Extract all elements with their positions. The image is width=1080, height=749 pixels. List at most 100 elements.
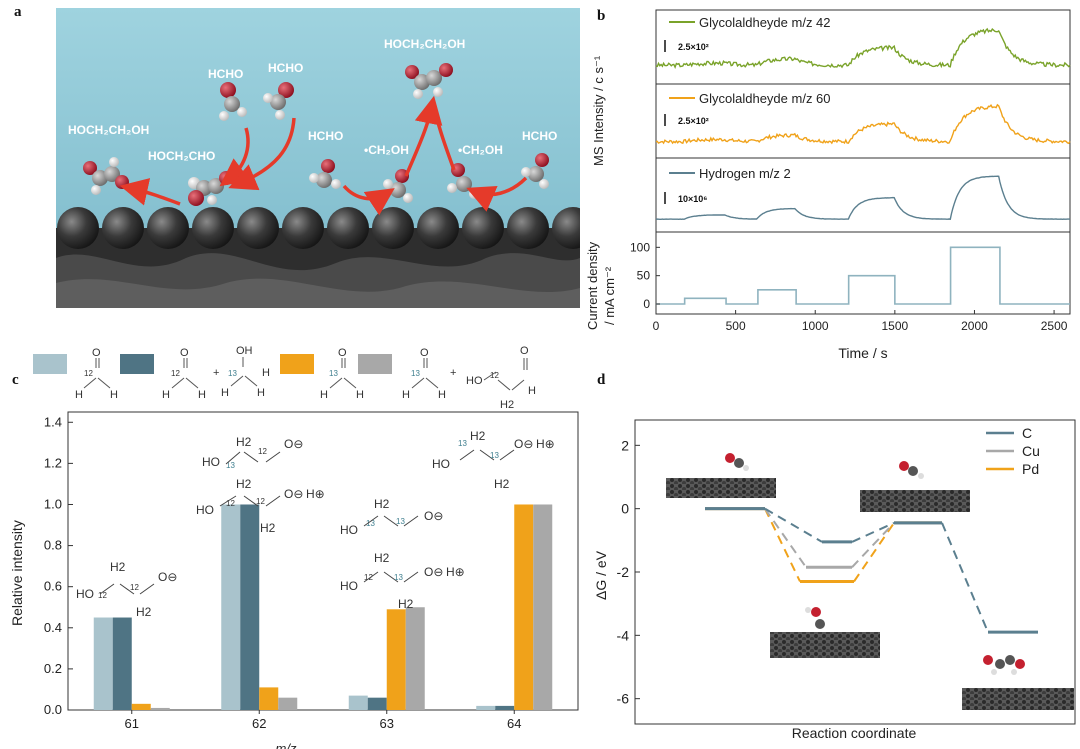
svg-text:HO: HO	[202, 455, 220, 469]
svg-text:12: 12	[84, 369, 93, 378]
relative-intensity-ylabel: Relative intensity	[9, 520, 25, 626]
svg-text:H⊕: H⊕	[536, 437, 555, 451]
panel-letter-b: b	[597, 8, 606, 24]
fragment-structure-62-top: H2 13 HO 12 O⊖	[202, 435, 303, 470]
svg-text:H2: H2	[110, 560, 126, 574]
bar-63-series-3	[405, 607, 425, 710]
energy-ytick-label: 2	[621, 437, 629, 453]
svg-text:H2: H2	[500, 399, 514, 411]
bar-63-series-1	[367, 697, 387, 710]
bar-61-series-0	[93, 617, 113, 710]
svg-text:H: H	[110, 389, 118, 401]
bar-64-series-3	[533, 504, 553, 710]
svg-text:HO: HO	[76, 587, 94, 601]
reaction-coordinate-xlabel: Reaction coordinate	[792, 725, 917, 741]
svg-text:13: 13	[411, 369, 420, 378]
svg-text:12: 12	[364, 573, 373, 582]
fragment-structure-61: H2 12 HO 12 O⊖ H2	[76, 560, 177, 619]
svg-text:O⊖: O⊖	[514, 437, 533, 451]
svg-text:12: 12	[256, 497, 265, 506]
svg-text:O⊖: O⊖	[284, 487, 303, 501]
fragment-structure-64: H2 13 HO 13 O⊖ H⊕ H2	[432, 429, 555, 491]
svg-text:OH: OH	[236, 345, 253, 357]
label-hcho-2: HCHO	[268, 61, 303, 75]
svg-text:13: 13	[329, 369, 338, 378]
bar-62-series-0	[221, 504, 241, 710]
delta-g-ylabel: ΔG / eV	[593, 550, 609, 600]
mz-xtick-label: 61	[125, 716, 139, 731]
svg-text:O: O	[520, 345, 529, 357]
connector-c-2	[941, 522, 989, 633]
legend-m60: Glycolaldheyde m/z 60	[699, 91, 831, 106]
svg-text:O⊖: O⊖	[158, 570, 177, 584]
svg-text:HO: HO	[432, 457, 450, 471]
molecule-hcho-1	[219, 82, 247, 121]
label-hcho-1: HCHO	[208, 67, 243, 81]
svg-text:O: O	[420, 347, 429, 359]
bar-chart-frame	[67, 411, 579, 711]
svg-text:H2: H2	[470, 429, 486, 443]
svg-text:12: 12	[258, 447, 267, 456]
svg-text:HO: HO	[196, 503, 214, 517]
svg-text:H2: H2	[398, 597, 414, 611]
legend-struct-13-hcho-plus-glycolaldehyde: O 13 H H + HO 12 H2 O H	[402, 345, 536, 411]
svg-text:12: 12	[171, 369, 180, 378]
svg-text:HO: HO	[340, 523, 358, 537]
svg-text:13: 13	[366, 519, 375, 528]
panel-a-illustration: HCHO HCHO HOCH₂CHO HOCH₂CH₂OH HCHO •CH₂O…	[56, 8, 580, 308]
legend-m42: Glycolaldheyde m/z 42	[699, 15, 831, 30]
time-xlabel: Time / s	[838, 345, 887, 361]
legend-label-c: C	[1022, 425, 1032, 441]
svg-text:O⊖: O⊖	[424, 509, 443, 523]
svg-text:O⊖: O⊖	[284, 437, 303, 451]
adsorbate-structure-2	[860, 461, 970, 512]
panel-letter-a: a	[14, 4, 22, 20]
fragment-structure-63-bottom: H2 12 HO 13 O⊖ H⊕ H2	[340, 551, 465, 611]
current-ytick-label: 0	[643, 297, 650, 311]
reaction-arrows	[119, 95, 528, 216]
bar-64-series-2	[514, 504, 534, 710]
adsorbate-structure-4	[962, 655, 1074, 710]
svg-text:O: O	[338, 347, 347, 359]
energy-ytick-label: -6	[617, 691, 630, 707]
svg-text:H: H	[402, 389, 410, 401]
time-xtick-label: 2000	[961, 319, 988, 333]
legend-m2: Hydrogen m/z 2	[699, 166, 791, 181]
svg-text:O: O	[180, 347, 189, 359]
svg-text:H⊕: H⊕	[306, 487, 325, 501]
connector-cu-1	[851, 522, 895, 568]
svg-text:13: 13	[394, 573, 403, 582]
molecule-hcho-3	[309, 159, 341, 189]
current-ytick-label: 50	[637, 269, 651, 283]
svg-text:O⊖: O⊖	[424, 565, 443, 579]
svg-text:H: H	[320, 389, 328, 401]
legend-struct-12-hcho-plus-13-ch3oh: O 12 H H + OH 13 H H H	[162, 345, 270, 401]
svg-text:13: 13	[490, 451, 499, 460]
fragment-structure-63-top: H2 13 HO 13 O⊖	[340, 497, 443, 537]
energy-legend: C Cu Pd	[986, 425, 1040, 477]
svg-text:H2: H2	[236, 477, 252, 491]
bar-63-series-0	[348, 695, 368, 710]
svg-text:12: 12	[98, 591, 107, 600]
adsorbate-structure-3	[770, 607, 880, 658]
svg-text:H2: H2	[494, 477, 510, 491]
svg-text:H2: H2	[374, 497, 390, 511]
trace-m2-line	[655, 175, 1071, 221]
intensity-ytick-label: 0.8	[44, 538, 62, 553]
label-ethylene-glycol-left: HOCH₂CH₂OH	[68, 123, 149, 137]
svg-text:H: H	[356, 389, 364, 401]
svg-text:H: H	[262, 367, 270, 379]
bar-62-series-1	[240, 504, 260, 710]
mz-xtick-label: 62	[252, 716, 266, 731]
svg-text:13: 13	[228, 369, 237, 378]
label-ch2oh-1: •CH₂OH	[364, 143, 409, 157]
svg-text:H2: H2	[374, 551, 390, 565]
trace-m60-line	[655, 103, 1071, 145]
bar-64-series-1	[495, 705, 515, 710]
legend-swatch-light-blue	[33, 354, 67, 374]
molecule-hcho-2	[263, 82, 294, 120]
legend-swatch-dark-teal	[120, 354, 154, 374]
svg-text:12: 12	[490, 371, 499, 380]
connector-pd-0	[764, 508, 801, 582]
trace-m42-line	[655, 27, 1071, 70]
